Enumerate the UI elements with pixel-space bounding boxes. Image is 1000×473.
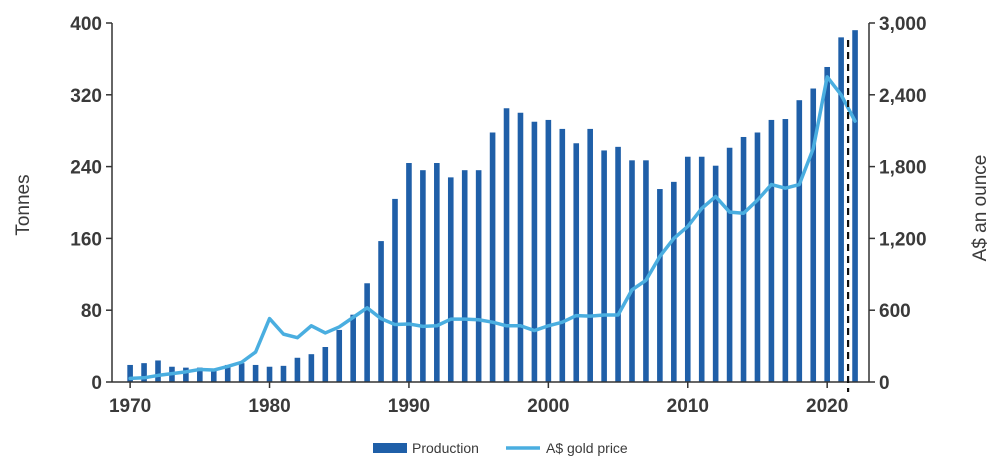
tick-label-right: 0 — [879, 373, 890, 394]
y-axis-right-title: A$ an ounce — [970, 155, 991, 262]
legend: Production A$ gold price — [373, 440, 628, 456]
tick-label-right: 600 — [879, 301, 911, 322]
bar-production-1987 — [364, 283, 370, 382]
bar-production-2013 — [726, 147, 733, 382]
tick-label-left: 160 — [70, 229, 102, 250]
axes — [111, 23, 870, 383]
bar-production-1983 — [308, 354, 315, 382]
bar-production-1994 — [461, 170, 468, 382]
bar-production-1977 — [224, 364, 231, 382]
bar-production-2010 — [684, 156, 691, 382]
bar-production-1980 — [266, 366, 273, 382]
bar-production-2018 — [796, 100, 803, 382]
tick-label-left: 400 — [70, 14, 102, 35]
bar-production-2012 — [712, 165, 719, 382]
bar-production-1972 — [155, 360, 161, 382]
bar-production-2007 — [643, 160, 649, 382]
bar-production-1988 — [378, 241, 384, 382]
bar-production-2011 — [698, 156, 705, 382]
tick-label-x: 2010 — [667, 396, 709, 417]
bar-production-2016 — [768, 119, 775, 383]
bar-production-1978 — [238, 363, 245, 382]
bar-production-2001 — [559, 128, 566, 382]
bar-production-2008 — [657, 189, 663, 382]
line-gold-price — [128, 75, 857, 381]
bar-production-2022 — [852, 30, 858, 383]
bar-production-1982 — [294, 357, 301, 382]
bar-production-2005 — [615, 146, 621, 382]
bar-production-1986 — [350, 314, 356, 382]
tick-label-x: 2000 — [527, 396, 569, 417]
legend-label-production: Production — [412, 440, 479, 456]
bar-production-1981 — [280, 365, 287, 382]
bar-production-1979 — [252, 364, 259, 382]
bar-production-2002 — [573, 143, 580, 382]
bar-production-1975 — [197, 367, 203, 382]
tick-label-left: 80 — [81, 301, 102, 322]
bar-production-2021 — [838, 37, 844, 383]
bar-production-1997 — [503, 108, 510, 382]
bar-production-1984 — [322, 347, 329, 382]
tick-label-right: 1,800 — [879, 158, 927, 179]
price-line-group — [128, 75, 857, 381]
bar-production-2020 — [824, 66, 830, 382]
bar-production-2017 — [782, 119, 789, 382]
bar-production-1990 — [406, 163, 412, 382]
bar-production-1996 — [489, 132, 496, 382]
legend-swatch-production — [373, 443, 407, 453]
bar-production-2009 — [671, 181, 677, 382]
tick-label-right: 3,000 — [879, 14, 927, 35]
tick-label-x: 1990 — [388, 396, 430, 417]
bar-production-1999 — [531, 121, 538, 382]
bar-production-1998 — [517, 112, 524, 382]
bar-production-1985 — [336, 329, 343, 382]
bar-production-1991 — [420, 170, 426, 382]
bar-production-1970 — [127, 364, 133, 382]
bar-production-2019 — [810, 88, 817, 383]
bar-production-1989 — [392, 198, 398, 382]
bar-production-2006 — [629, 160, 635, 382]
tick-label-left: 0 — [91, 373, 102, 394]
tick-label-x: 1970 — [109, 396, 151, 417]
bar-production-2014 — [740, 136, 747, 382]
bar-production-1995 — [475, 170, 482, 382]
tick-label-x: 2020 — [806, 396, 848, 417]
bar-production-2000 — [545, 119, 552, 383]
tick-label-left: 240 — [70, 158, 102, 179]
tick-label-right: 2,400 — [879, 86, 927, 107]
legend-label-price: A$ gold price — [546, 440, 628, 456]
y-axis-left-title: Tonnes — [13, 174, 34, 235]
bar-production-2015 — [754, 132, 761, 382]
bar-production-2004 — [601, 150, 607, 382]
tick-label-left: 320 — [70, 86, 102, 107]
bar-production-1976 — [210, 368, 217, 382]
bar-production-1992 — [434, 163, 440, 382]
bar-production-1993 — [447, 177, 454, 382]
tick-label-x: 1980 — [248, 396, 290, 417]
tick-label-right: 1,200 — [879, 229, 927, 250]
bar-production-1971 — [141, 363, 147, 382]
production-bars — [127, 30, 858, 383]
tick-labels: 0 80 160 240 320 400 0 600 1,200 1,800 2,400 3,000 1… — [70, 14, 926, 417]
bar-production-2003 — [587, 128, 593, 382]
bar-production-1974 — [183, 367, 189, 382]
